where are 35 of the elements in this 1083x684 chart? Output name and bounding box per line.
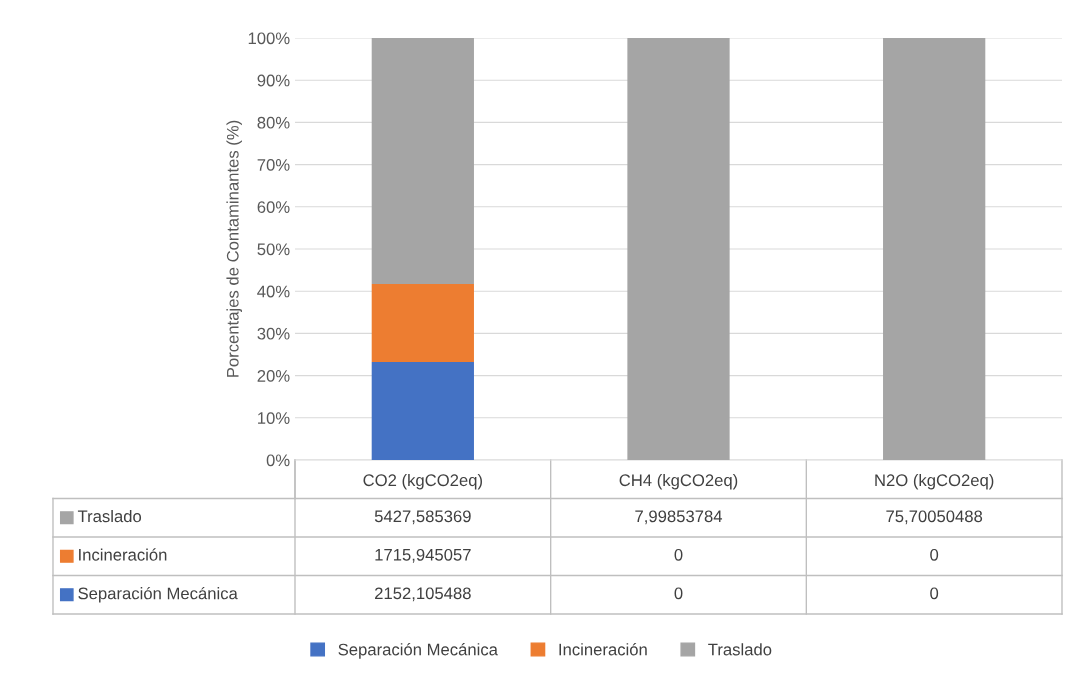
- text: Separación Mecánica: [78, 586, 238, 603]
- data-label: 0: [930, 548, 939, 561]
- y-tick-label: 100%: [248, 32, 290, 45]
- x-tick-label: N2O (kgCO2eq): [875, 473, 994, 490]
- bar: [371, 284, 474, 363]
- text: Traslado: [77, 509, 142, 523]
- x-tick-label: CH4 (kgCO2eq): [619, 473, 738, 490]
- legend-label: Separación Mecánica: [338, 643, 498, 659]
- data-label: 1715,945057: [375, 548, 471, 563]
- text: Incineración: [559, 643, 647, 656]
- y-tick-label: 80%: [257, 116, 290, 129]
- y-tick-label: 30%: [257, 327, 290, 340]
- data-label: 0: [930, 587, 939, 600]
- y-tick-label: 0%: [266, 454, 290, 467]
- y-tick-label: 50%: [257, 243, 290, 256]
- data-label: 0: [674, 587, 683, 600]
- data-label: 7,99853784: [635, 510, 723, 525]
- data-label: 75,70050488: [886, 510, 983, 525]
- data-label: 0: [674, 548, 683, 561]
- y-tick-label: 90%: [257, 74, 290, 87]
- y-tick-label: 60%: [257, 201, 290, 213]
- legend-label: Traslado: [708, 643, 772, 656]
- y-axis-title: Porcentajes de Contaminantes (%): [226, 120, 242, 377]
- bar: [371, 362, 474, 460]
- x-tick-label: CO2 (kgCO2eq): [363, 473, 483, 490]
- y-tick-label: 10%: [258, 412, 290, 424]
- bar: [371, 38, 474, 285]
- bar: [627, 38, 730, 460]
- y-tick-label: 20%: [257, 370, 290, 382]
- bar: [883, 38, 986, 460]
- y-tick-label: 70%: [257, 159, 290, 171]
- data-label: 5427,585369: [374, 510, 471, 525]
- legend-label: Incineración: [79, 548, 167, 561]
- data-label: 2152,105488: [375, 587, 471, 602]
- y-tick-label: 40%: [257, 285, 290, 298]
